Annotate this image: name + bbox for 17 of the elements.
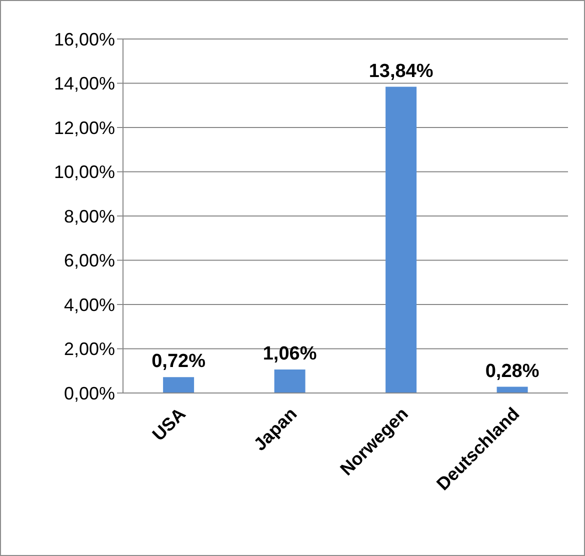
y-tick-label: 12,00% [54,118,115,138]
y-tick-label: 8,00% [64,206,115,226]
data-label: 0,28% [485,360,540,382]
y-tick-label: 14,00% [54,74,115,94]
y-tick-label: 2,00% [64,339,115,360]
x-tick-label: USA [148,404,190,445]
data-label: 1,06% [262,344,317,365]
y-tick-label: 0,00% [64,383,115,404]
y-tick-label: 6,00% [64,250,115,271]
bar [163,377,194,393]
data-label: 13,84% [368,60,434,82]
y-tick-label: 4,00% [64,294,115,315]
bar [386,86,417,393]
y-tick-label: 16,00% [54,29,115,50]
data-label: 0,72% [152,351,206,372]
y-tick-label: 10,00% [54,162,115,182]
bar [274,370,306,393]
